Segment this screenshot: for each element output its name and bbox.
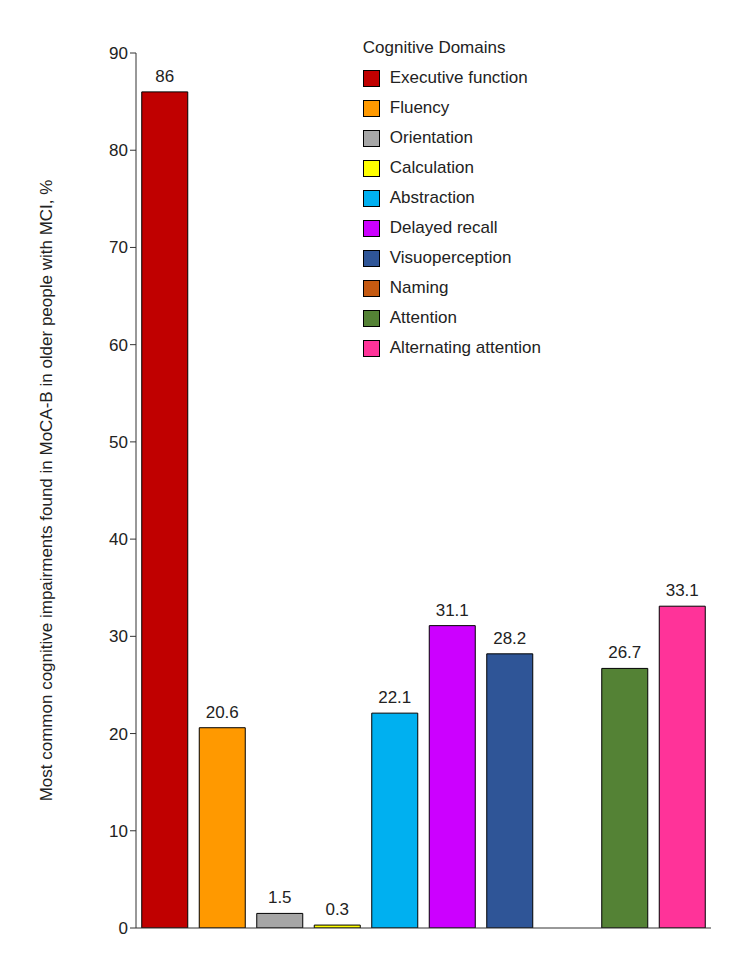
svg-text:40: 40 [109, 530, 128, 549]
svg-text:10: 10 [109, 822, 128, 841]
html-text:Cognitive Domains: Cognitive Domains [362, 38, 506, 57]
svg-text:50: 50 [109, 433, 128, 452]
html-text:Visuoperception: Visuoperception [389, 248, 512, 267]
html-text:Calculation: Calculation [389, 158, 474, 177]
html-text:Orientation: Orientation [389, 128, 473, 147]
svg-text:20: 20 [109, 725, 128, 744]
svg-text:28.2: 28.2 [493, 629, 526, 648]
svg-text:20.6: 20.6 [206, 703, 239, 722]
svg-text:1.5: 1.5 [268, 888, 292, 907]
svg-text:26.7: 26.7 [608, 643, 641, 662]
html-text:Delayed recall: Delayed recall [389, 218, 498, 237]
svg-text:0.3: 0.3 [325, 900, 349, 919]
html-text:Executive function: Executive function [389, 68, 528, 87]
svg-text:Most common cognitive impairme: Most common cognitive impairments found … [37, 180, 56, 802]
html-text:Abstraction: Abstraction [389, 188, 475, 207]
svg-text:0: 0 [119, 919, 128, 938]
html-text:Naming: Naming [389, 278, 449, 297]
svg-text:86: 86 [155, 67, 174, 86]
svg-text:30: 30 [109, 627, 128, 646]
svg-text:22.1: 22.1 [378, 688, 411, 707]
svg-text:70: 70 [109, 238, 128, 257]
svg-text:33.1: 33.1 [666, 581, 699, 600]
svg-text:90: 90 [109, 44, 128, 63]
svg-text:31.1: 31.1 [436, 601, 469, 620]
svg-text:60: 60 [109, 336, 128, 355]
html-text:Fluency: Fluency [389, 98, 450, 117]
html-text:Attention: Attention [389, 308, 457, 327]
html-text:Alternating attention: Alternating attention [389, 338, 541, 357]
svg-text:80: 80 [109, 141, 128, 160]
